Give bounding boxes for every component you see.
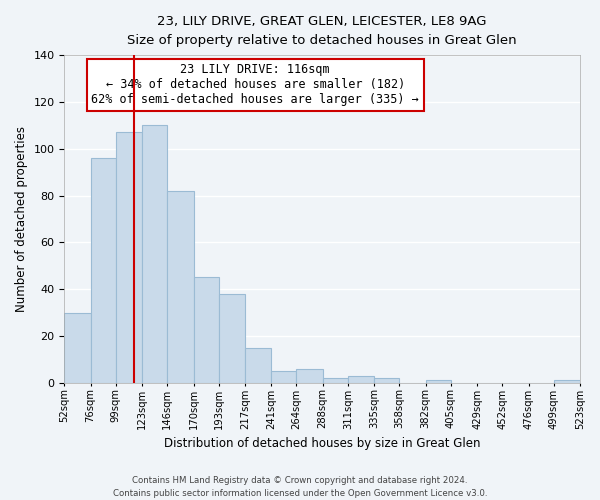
Y-axis label: Number of detached properties: Number of detached properties — [15, 126, 28, 312]
Bar — [554, 380, 580, 382]
Bar — [374, 378, 400, 382]
X-axis label: Distribution of detached houses by size in Great Glen: Distribution of detached houses by size … — [164, 437, 481, 450]
Bar — [245, 348, 271, 382]
Text: 23 LILY DRIVE: 116sqm
← 34% of detached houses are smaller (182)
62% of semi-det: 23 LILY DRIVE: 116sqm ← 34% of detached … — [91, 64, 419, 106]
Bar — [64, 312, 91, 382]
Bar — [91, 158, 116, 382]
Bar — [425, 380, 451, 382]
Title: 23, LILY DRIVE, GREAT GLEN, LEICESTER, LE8 9AG
Size of property relative to deta: 23, LILY DRIVE, GREAT GLEN, LEICESTER, L… — [127, 15, 517, 47]
Bar — [194, 278, 219, 382]
Bar — [271, 371, 296, 382]
Text: Contains HM Land Registry data © Crown copyright and database right 2024.
Contai: Contains HM Land Registry data © Crown c… — [113, 476, 487, 498]
Bar — [296, 368, 323, 382]
Bar — [219, 294, 245, 382]
Bar — [323, 378, 348, 382]
Bar — [348, 376, 374, 382]
Bar — [167, 191, 194, 382]
Bar — [142, 126, 167, 382]
Bar — [116, 132, 142, 382]
